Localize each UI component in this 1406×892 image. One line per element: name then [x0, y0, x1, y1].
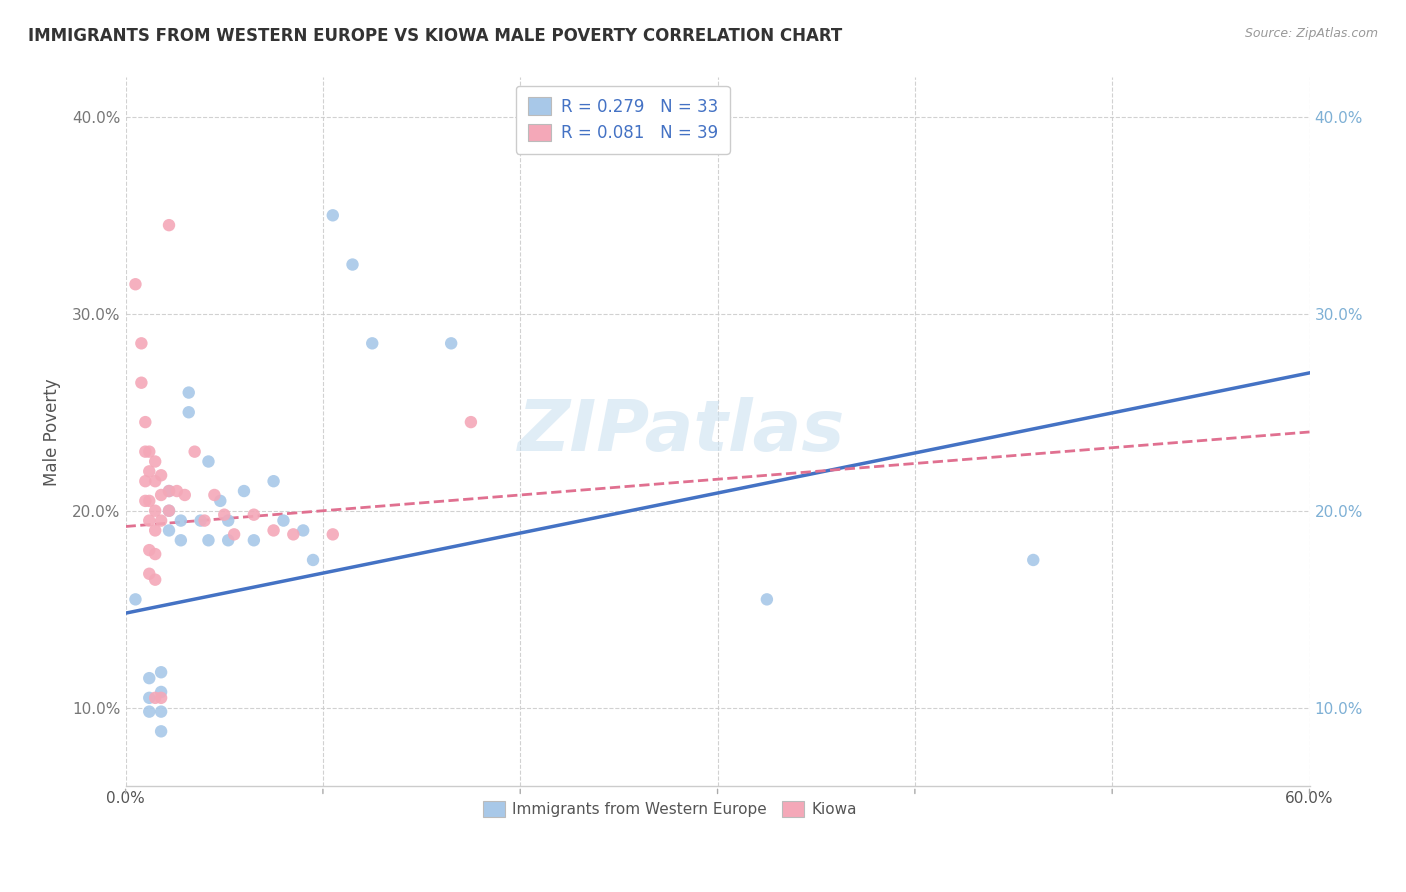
Point [131, 376, 153, 390]
Point [143, 690, 166, 705]
Point [150, 488, 173, 502]
Point [131, 336, 153, 351]
Point [1022, 553, 1045, 567]
Point [197, 533, 219, 548]
Point [212, 508, 235, 522]
Point [150, 665, 173, 680]
Point [460, 415, 482, 429]
Point [283, 527, 305, 541]
Point [138, 444, 160, 458]
Point [134, 415, 156, 429]
Point [143, 524, 166, 538]
Point [150, 514, 173, 528]
Point [170, 533, 193, 548]
Point [177, 385, 200, 400]
Point [361, 336, 384, 351]
Point [322, 208, 344, 222]
Point [273, 514, 295, 528]
Text: ZIPatlas: ZIPatlas [519, 398, 846, 467]
Point [166, 483, 188, 498]
Point [157, 483, 180, 498]
Point [138, 671, 160, 685]
Text: IMMIGRANTS FROM WESTERN EUROPE VS KIOWA MALE POVERTY CORRELATION CHART: IMMIGRANTS FROM WESTERN EUROPE VS KIOWA … [28, 27, 842, 45]
Point [134, 494, 156, 508]
Point [322, 527, 344, 541]
Point [170, 514, 193, 528]
Point [217, 514, 239, 528]
Point [150, 690, 173, 705]
Point [134, 474, 156, 488]
Point [138, 566, 160, 581]
Point [440, 336, 463, 351]
Point [202, 488, 225, 502]
Point [342, 258, 364, 272]
Point [209, 494, 232, 508]
Y-axis label: Male Poverty: Male Poverty [44, 378, 60, 486]
Point [183, 444, 205, 458]
Point [138, 690, 160, 705]
Point [173, 488, 195, 502]
Point [143, 547, 166, 561]
Legend: Immigrants from Western Europe, Kiowa: Immigrants from Western Europe, Kiowa [475, 794, 865, 825]
Point [124, 277, 146, 292]
Point [138, 514, 160, 528]
Text: Source: ZipAtlas.com: Source: ZipAtlas.com [1244, 27, 1378, 40]
Point [302, 553, 325, 567]
Point [138, 543, 160, 558]
Point [263, 524, 285, 538]
Point [755, 592, 778, 607]
Point [292, 524, 315, 538]
Point [190, 514, 212, 528]
Point [138, 464, 160, 478]
Point [157, 218, 180, 232]
Point [263, 474, 285, 488]
Point [150, 705, 173, 719]
Point [233, 483, 256, 498]
Point [197, 454, 219, 468]
Point [157, 524, 180, 538]
Point [217, 533, 239, 548]
Point [150, 724, 173, 739]
Point [177, 405, 200, 419]
Point [138, 494, 160, 508]
Point [224, 527, 246, 541]
Point [138, 705, 160, 719]
Point [143, 454, 166, 468]
Point [157, 504, 180, 518]
Point [193, 514, 215, 528]
Point [134, 444, 156, 458]
Point [150, 468, 173, 483]
Point [243, 533, 266, 548]
Point [143, 474, 166, 488]
Point [124, 592, 146, 607]
Point [157, 483, 180, 498]
Point [243, 508, 266, 522]
Point [143, 573, 166, 587]
Point [157, 504, 180, 518]
Point [150, 685, 173, 699]
Point [143, 504, 166, 518]
